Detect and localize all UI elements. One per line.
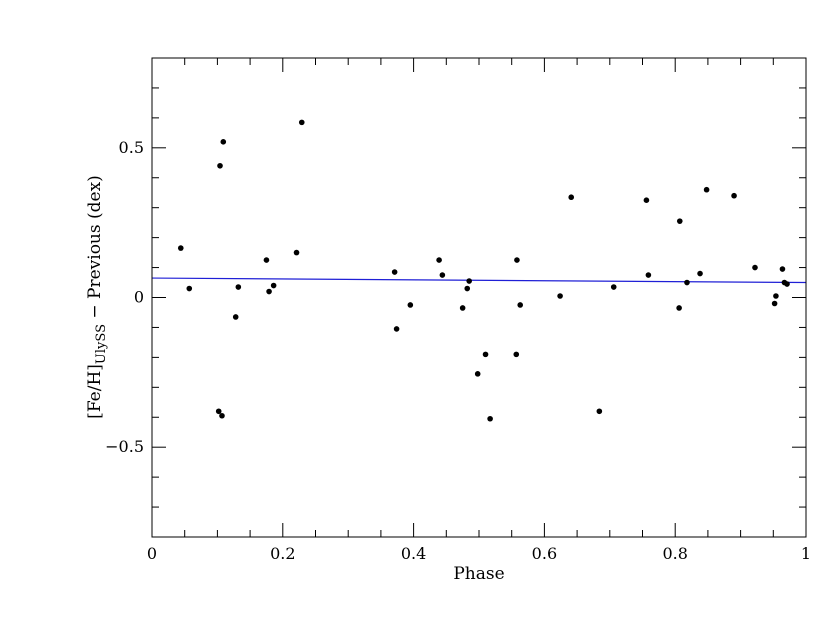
y-tick-label: 0 xyxy=(134,288,144,307)
data-points xyxy=(177,119,790,422)
data-point xyxy=(482,351,489,358)
x-axis-label: Phase xyxy=(453,564,504,584)
data-point xyxy=(731,192,737,199)
data-point xyxy=(263,257,270,263)
y-axis-label-subscript: UlySS xyxy=(94,324,109,364)
data-point xyxy=(676,305,682,311)
data-point xyxy=(643,197,650,204)
data-point xyxy=(215,408,222,415)
data-point xyxy=(487,415,493,422)
fit-line xyxy=(151,277,807,284)
data-point xyxy=(466,278,472,284)
data-point xyxy=(773,293,779,299)
data-point xyxy=(186,285,193,292)
data-point xyxy=(293,249,300,256)
x-tick-label: 0.2 xyxy=(270,544,295,563)
data-point xyxy=(784,281,790,287)
tick-labels: 0 0.2 0.4 0.6 0.8 1 −0.5 0 0.5 xyxy=(105,138,811,563)
data-point xyxy=(436,257,442,263)
plot-frame xyxy=(151,57,807,538)
data-point xyxy=(177,245,184,251)
axis-ticks xyxy=(151,57,807,538)
data-point xyxy=(270,282,277,289)
data-point xyxy=(517,302,524,308)
data-point xyxy=(676,218,683,224)
data-point xyxy=(232,314,239,320)
data-point xyxy=(464,285,471,292)
data-point xyxy=(298,119,305,126)
x-tick-label: 0.4 xyxy=(401,544,426,563)
data-point xyxy=(266,288,272,295)
data-point xyxy=(220,139,227,145)
data-point xyxy=(697,270,703,277)
x-tick-label: 0 xyxy=(147,544,157,563)
y-axis-label: [Fe/H]UlySS − Previous (dex) xyxy=(85,175,109,419)
data-point xyxy=(513,351,520,358)
data-point xyxy=(219,412,225,419)
data-point xyxy=(459,305,466,311)
data-point xyxy=(779,266,786,272)
y-tick-label: 0.5 xyxy=(119,138,144,157)
fit-line-group xyxy=(151,277,807,284)
data-point xyxy=(752,264,758,271)
data-point xyxy=(474,371,481,377)
y-axis-label-suffix: − Previous (dex) xyxy=(85,175,105,324)
y-axis-label-prefix: [Fe/H] xyxy=(85,364,105,419)
data-point xyxy=(217,162,223,169)
data-point xyxy=(407,302,414,308)
data-point xyxy=(596,408,603,415)
data-point xyxy=(439,272,446,278)
data-point xyxy=(703,186,710,193)
data-point xyxy=(391,269,398,275)
data-point xyxy=(235,284,242,290)
data-point xyxy=(684,279,690,286)
x-tick-label: 1 xyxy=(801,544,811,563)
data-point xyxy=(557,293,563,299)
data-point xyxy=(568,194,575,201)
data-point xyxy=(610,284,617,290)
x-tick-label: 0.6 xyxy=(532,544,557,563)
data-point xyxy=(645,272,652,278)
x-tick-label: 0.8 xyxy=(662,544,687,563)
data-point xyxy=(514,257,520,263)
data-point xyxy=(393,326,400,332)
y-tick-label: −0.5 xyxy=(105,437,144,456)
data-point xyxy=(771,300,778,307)
